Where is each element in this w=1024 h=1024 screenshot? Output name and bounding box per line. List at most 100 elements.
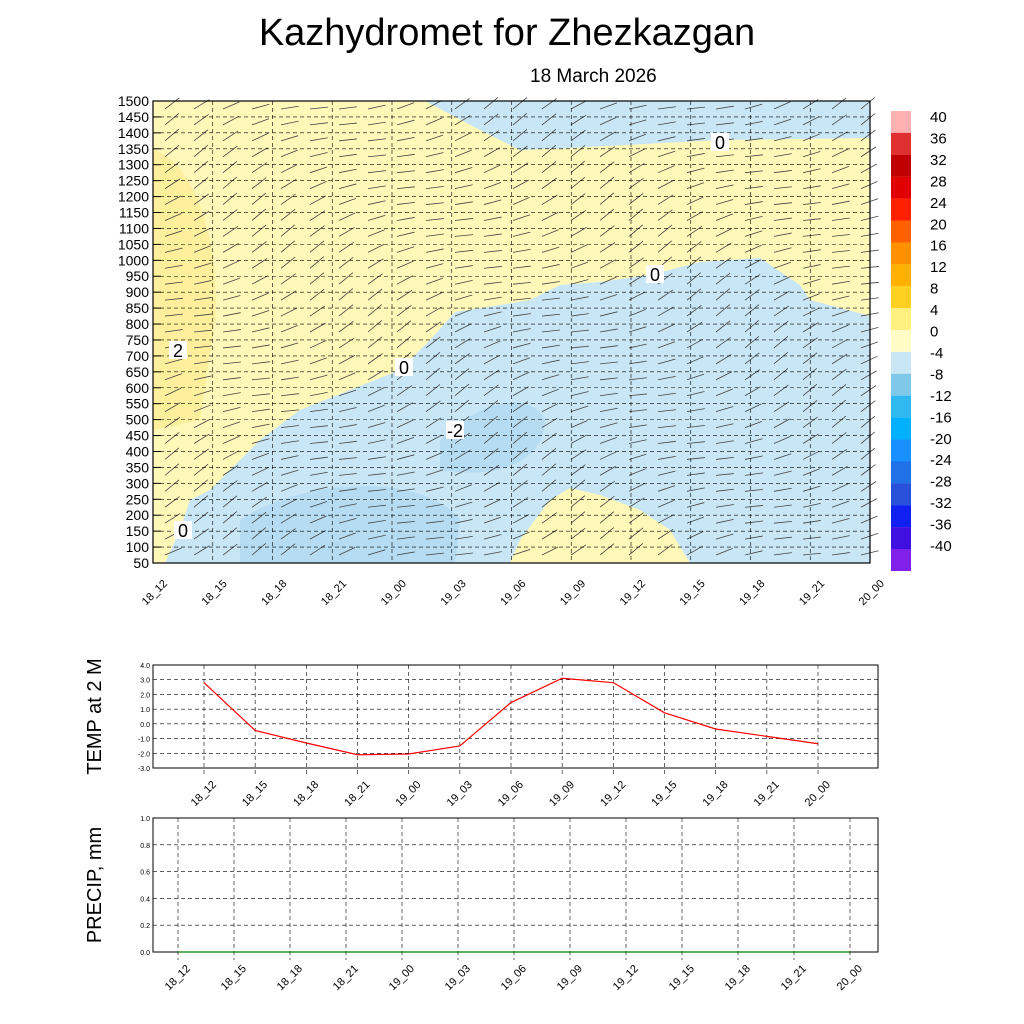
x-tick-label: 19_12	[618, 578, 648, 608]
wind-barb	[628, 291, 646, 301]
colorbar-swatch	[891, 198, 911, 221]
colorbar-swatch	[891, 461, 911, 484]
colorbar-label: -16	[930, 409, 952, 426]
wind-barb	[425, 100, 443, 110]
wind-barb	[164, 432, 180, 444]
wind-barb	[483, 325, 502, 333]
wind-barb	[541, 374, 560, 381]
y-tick-label: 1200	[118, 189, 149, 205]
wind-barb	[425, 277, 444, 285]
wind-barb	[773, 170, 792, 174]
wind-barb	[222, 361, 241, 365]
wind-barb	[802, 468, 820, 476]
wind-barb	[309, 122, 328, 126]
wind-barb	[164, 496, 180, 508]
wind-barb	[367, 154, 386, 158]
x-tick-label: 20_00	[857, 578, 887, 608]
wind-barb	[599, 511, 615, 524]
wind-barb	[599, 102, 618, 110]
wind-barb	[831, 399, 847, 412]
wind-barb	[309, 166, 328, 174]
wind-barb	[802, 383, 818, 397]
wind-barb	[860, 400, 876, 412]
wind-barb	[193, 177, 209, 189]
wind-barb	[222, 243, 239, 253]
x-tick-label: 18_18	[259, 578, 289, 608]
wind-barb	[367, 404, 385, 413]
wind-barb	[280, 455, 299, 460]
wind-barb	[802, 293, 820, 301]
wind-barb	[773, 261, 792, 269]
wind-barb	[657, 240, 673, 253]
wind-barb	[280, 484, 298, 492]
wind-barb	[541, 388, 559, 397]
wind-barb	[280, 325, 298, 333]
wind-barb	[367, 520, 386, 524]
wind-barb	[367, 138, 386, 142]
wind-barb	[657, 409, 676, 413]
wind-barb	[367, 504, 386, 508]
wind-barb	[193, 479, 209, 492]
wind-barb	[831, 535, 850, 540]
wind-barb	[396, 488, 415, 492]
wind-barb	[657, 323, 675, 333]
x-tick-label: 20_00	[835, 963, 865, 993]
wind-barb	[280, 149, 298, 158]
contour-label-bg	[446, 421, 464, 439]
colorbar-label: -36	[930, 517, 952, 534]
wind-barb	[222, 295, 241, 301]
wind-barb	[715, 154, 734, 158]
wind-barb	[628, 377, 647, 381]
wind-barb	[425, 233, 444, 237]
wind-barb	[454, 449, 471, 460]
wind-barb	[541, 264, 560, 269]
wind-barb	[686, 106, 705, 110]
wind-barb	[744, 336, 760, 349]
wind-barb	[686, 441, 705, 444]
wind-barb	[454, 323, 472, 333]
wind-barb	[831, 448, 848, 460]
wind-barb	[773, 351, 789, 365]
wind-barb	[570, 376, 589, 381]
wind-barb	[338, 138, 357, 142]
wind-barb	[773, 305, 790, 317]
y-tick-label: 2.0	[140, 692, 150, 699]
wind-barb	[367, 229, 385, 237]
wind-barb	[860, 97, 876, 110]
wind-barb	[657, 358, 676, 365]
wind-barb	[628, 177, 644, 189]
wind-barb	[570, 296, 589, 301]
x-tick-label: 19_18	[737, 578, 767, 608]
y-tick-label: 400	[126, 443, 150, 459]
wind-barb	[396, 437, 415, 444]
wind-barb	[222, 392, 241, 397]
wind-barb	[164, 447, 180, 460]
wind-barb	[222, 192, 238, 205]
y-tick-label: 0.0	[140, 722, 150, 729]
wind-barb	[309, 425, 328, 428]
wind-barb	[425, 202, 444, 205]
wind-barb	[715, 488, 734, 492]
wind-barb	[541, 281, 560, 285]
y-tick-label: 200	[126, 507, 150, 523]
y-tick-label: 1400	[118, 125, 149, 141]
wind-barb	[483, 516, 502, 524]
wind-barb	[251, 481, 268, 492]
x-tick-label: 19_18	[700, 779, 730, 809]
wind-barb	[570, 129, 586, 142]
wind-barb	[686, 338, 704, 349]
wind-barb	[773, 487, 792, 492]
wind-barb	[599, 543, 615, 556]
wind-barb	[251, 177, 267, 189]
wind-barb	[425, 367, 441, 381]
wind-barb	[628, 468, 646, 476]
wind-barb	[773, 101, 791, 110]
wind-barb	[367, 336, 383, 349]
wind-barb	[483, 130, 500, 142]
wind-barb	[802, 218, 821, 221]
wind-barb	[570, 511, 586, 524]
y-tick-label: 1300	[118, 157, 149, 173]
cross-section-plot: 5010015020025030035040045050055060065070…	[118, 93, 887, 608]
wind-barb	[773, 186, 792, 190]
y-tick-label: 0.2	[140, 923, 150, 930]
